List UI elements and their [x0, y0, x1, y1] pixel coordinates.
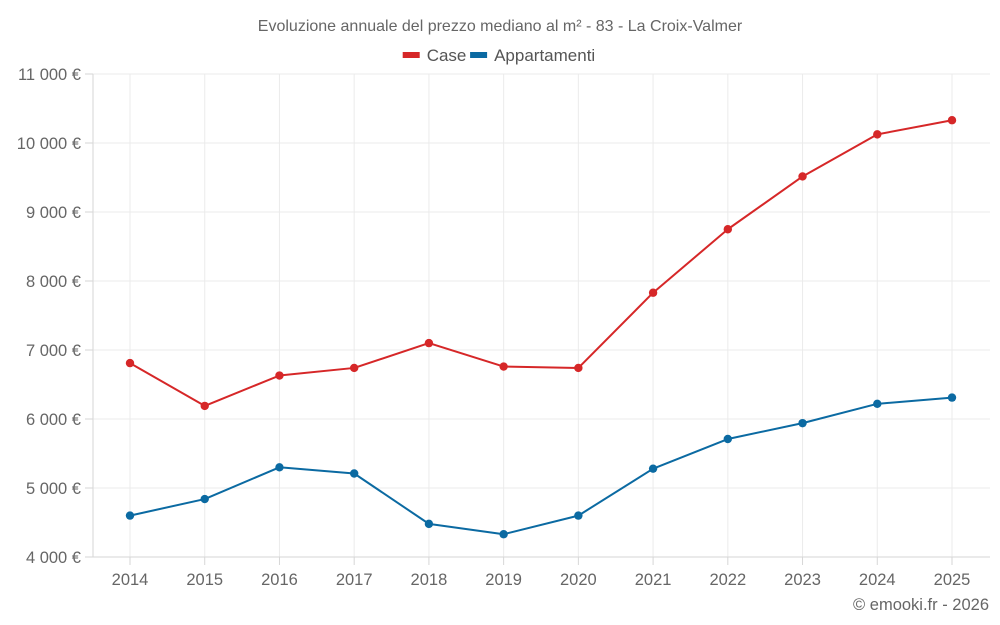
legend-label: Appartamenti [494, 46, 595, 65]
x-axis: 2014 2015 2016 2017 2018 2019 2020 2021 2022 2023… [85, 556, 990, 589]
data-point-case[interactable] [648, 288, 658, 297]
series-line-case [129, 119, 953, 407]
legend-item-appartamenti[interactable]: Appartamenti [470, 46, 595, 65]
series-case [125, 116, 957, 411]
data-point-case[interactable] [947, 116, 957, 125]
series-line-appartamenti [129, 396, 953, 536]
data-point-case[interactable] [499, 362, 508, 371]
x-tick-label: 2015 [186, 571, 223, 589]
chart-title: Evoluzione annuale del prezzo mediano al… [258, 18, 743, 35]
x-tick-label: 2017 [336, 571, 373, 589]
y-tick-label: 10 000 € [17, 135, 81, 153]
data-point-appartamenti[interactable] [723, 434, 733, 444]
series-layer [125, 116, 957, 539]
y-axis: 4 000 € 5 000 € 6 000 € 7 000 € 8 000 € 9 000… [17, 66, 94, 567]
data-point-appartamenti[interactable] [947, 393, 957, 402]
y-tick-label: 6 000 € [26, 411, 81, 429]
x-tick-label: 2016 [261, 571, 298, 589]
x-tick-label: 2025 [934, 571, 971, 589]
y-tick-label: 5 000 € [26, 480, 81, 498]
legend-swatch [402, 52, 420, 58]
x-tick-label: 2023 [784, 571, 821, 589]
credit-text: © emooki.fr - 2026 [853, 596, 989, 614]
data-point-appartamenti[interactable] [499, 530, 508, 539]
y-tick-label: 4 000 € [26, 549, 81, 567]
y-tick-label: 8 000 € [26, 273, 81, 291]
x-tick-label: 2022 [709, 571, 746, 589]
data-point-appartamenti[interactable] [798, 418, 807, 428]
x-tick-label: 2018 [411, 571, 448, 589]
legend-item-case[interactable]: Case [402, 46, 467, 65]
data-point-case[interactable] [873, 130, 882, 139]
series-appartamenti [125, 393, 957, 539]
data-point-case[interactable] [424, 338, 434, 348]
legend: Case Appartamenti [402, 46, 595, 65]
data-point-appartamenti[interactable] [648, 464, 658, 473]
data-point-case[interactable] [275, 371, 284, 380]
y-tick-label: 9 000 € [26, 204, 81, 222]
data-point-appartamenti[interactable] [200, 494, 209, 504]
x-tick-label: 2014 [112, 571, 149, 589]
data-point-appartamenti[interactable] [574, 511, 583, 520]
legend-swatch [470, 52, 488, 58]
data-point-appartamenti[interactable] [424, 519, 434, 529]
legend-label: Case [427, 46, 467, 65]
data-point-case[interactable] [723, 225, 733, 234]
x-tick-label: 2019 [485, 571, 522, 589]
data-point-appartamenti[interactable] [125, 511, 135, 520]
x-tick-label: 2021 [635, 571, 672, 589]
y-tick-label: 11 000 € [18, 66, 81, 84]
data-point-appartamenti[interactable] [873, 399, 882, 409]
gridlines [93, 73, 990, 557]
y-tick-label: 7 000 € [26, 342, 81, 360]
data-point-case[interactable] [798, 172, 807, 181]
data-point-case[interactable] [574, 363, 583, 373]
data-point-appartamenti[interactable] [275, 463, 284, 472]
data-point-appartamenti[interactable] [349, 469, 359, 478]
data-point-case[interactable] [200, 401, 209, 411]
x-tick-label: 2020 [560, 571, 597, 589]
data-point-case[interactable] [349, 363, 359, 373]
data-point-case[interactable] [125, 358, 135, 368]
x-tick-label: 2024 [859, 571, 896, 589]
